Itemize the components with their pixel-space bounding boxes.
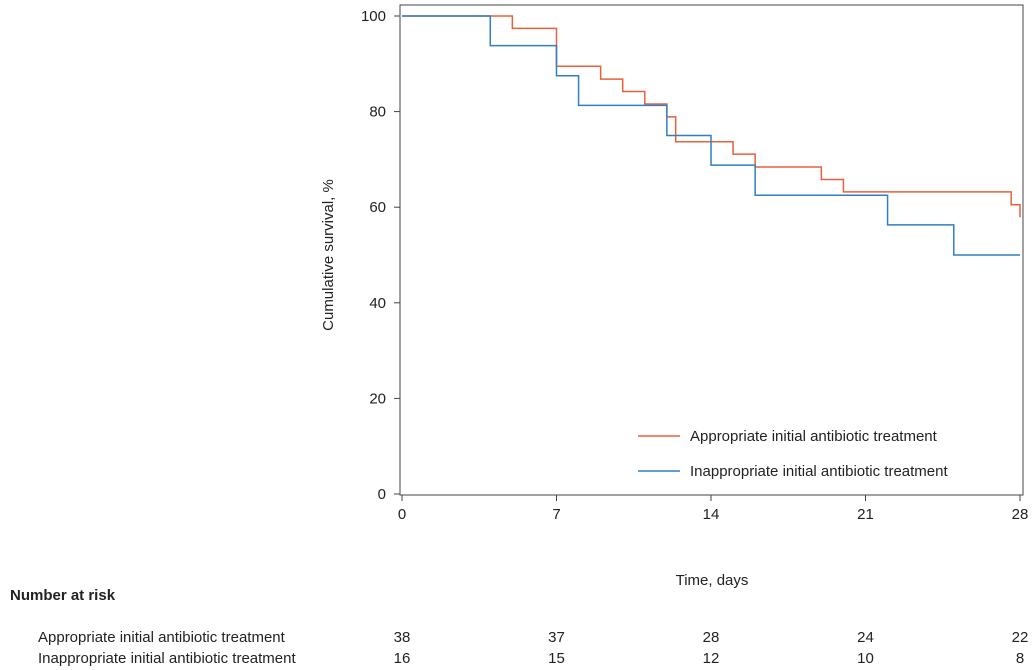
x-tick-label-14: 14 [703, 506, 720, 523]
x-tick-label-0: 0 [398, 506, 406, 523]
x-axis: 0 7 14 21 28 [398, 495, 1029, 523]
risk-value-appropriate-t28: 22 [1011, 629, 1029, 646]
risk-value-appropriate-t0: 38 [393, 629, 411, 646]
risk-value-inappropriate-t7: 15 [548, 650, 565, 667]
series-line-appropriate [402, 15, 1021, 218]
risk-value-inappropriate-t14: 12 [702, 650, 720, 667]
legend-label-inappropriate: Inappropriate initial antibiotic treatme… [690, 463, 948, 480]
y-tick-label-60: 60 [369, 199, 386, 216]
y-tick-label-100: 100 [361, 8, 386, 25]
y-tick-label-0: 0 [378, 486, 386, 503]
y-tick-label-40: 40 [369, 295, 386, 312]
risk-value-inappropriate-t21: 10 [857, 650, 874, 667]
risk-row-label-appropriate: Appropriate initial antibiotic treatment [38, 629, 285, 646]
legend: Appropriate initial antibiotic treatment… [638, 428, 948, 480]
series-line-inappropriate [402, 15, 1020, 256]
plot-border [399, 4, 1024, 496]
risk-row-label-inappropriate: Inappropriate initial antibiotic treatme… [38, 650, 296, 667]
risk-value-inappropriate-t28: 8 [1015, 650, 1025, 667]
x-tick-label-21: 21 [857, 506, 874, 523]
risk-value-appropriate-t21: 24 [857, 629, 874, 646]
x-tick-label-28: 28 [1012, 506, 1029, 523]
plot-frame [399, 4, 1024, 496]
risk-value-appropriate-t14: 28 [702, 629, 720, 646]
legend-label-appropriate: Appropriate initial antibiotic treatment [690, 428, 938, 445]
risk-value-inappropriate-t0: 16 [393, 650, 411, 667]
y-axis: 0 20 40 60 80 100 [361, 8, 400, 503]
risk-value-appropriate-t7: 37 [548, 629, 565, 646]
y-tick-label-20: 20 [369, 390, 386, 407]
y-axis-label: Cumulative survival, % [320, 179, 337, 331]
y-tick-label-80: 80 [369, 104, 386, 121]
x-tick-label-7: 7 [552, 506, 560, 523]
x-axis-label: Time, days [676, 572, 749, 589]
series-layer [402, 15, 1021, 256]
risk-table-heading: Number at risk [10, 587, 116, 604]
